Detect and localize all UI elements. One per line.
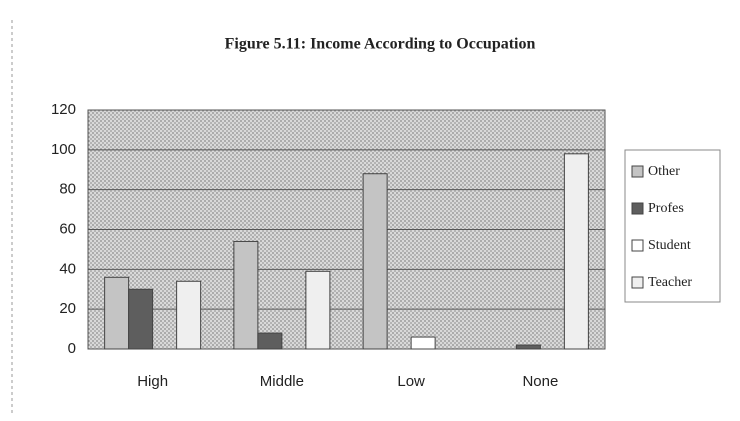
bar <box>563 153 589 350</box>
bar <box>128 288 154 350</box>
y-tick-label: 0 <box>68 340 76 357</box>
y-tick-label: 60 <box>59 220 76 237</box>
chart-title: Figure 5.11: Income According to Occupat… <box>225 36 536 53</box>
legend-swatch <box>631 202 644 215</box>
y-tick-label: 100 <box>51 141 76 158</box>
legend-label: Other <box>648 164 680 179</box>
y-tick-label: 80 <box>59 181 76 198</box>
legend-label: Student <box>648 238 691 253</box>
x-tick-label: Middle <box>260 373 304 390</box>
bar <box>104 276 130 350</box>
legend-swatch <box>631 165 644 178</box>
y-tick-label: 120 <box>51 101 76 118</box>
legend-label: Profes <box>648 201 684 216</box>
bar <box>410 336 436 350</box>
bar <box>515 344 541 350</box>
y-tick-label: 20 <box>59 300 76 317</box>
y-tick-label: 40 <box>59 260 76 277</box>
legend-label: Teacher <box>648 275 692 290</box>
x-tick-label: Low <box>397 373 425 390</box>
bar <box>362 173 388 350</box>
bar <box>305 270 331 350</box>
bar <box>257 332 283 350</box>
x-tick-label: High <box>137 373 168 390</box>
legend-swatch <box>631 276 644 289</box>
x-tick-label: None <box>522 373 558 390</box>
bar <box>176 280 202 350</box>
legend-swatch <box>631 239 644 252</box>
bar <box>233 240 259 350</box>
